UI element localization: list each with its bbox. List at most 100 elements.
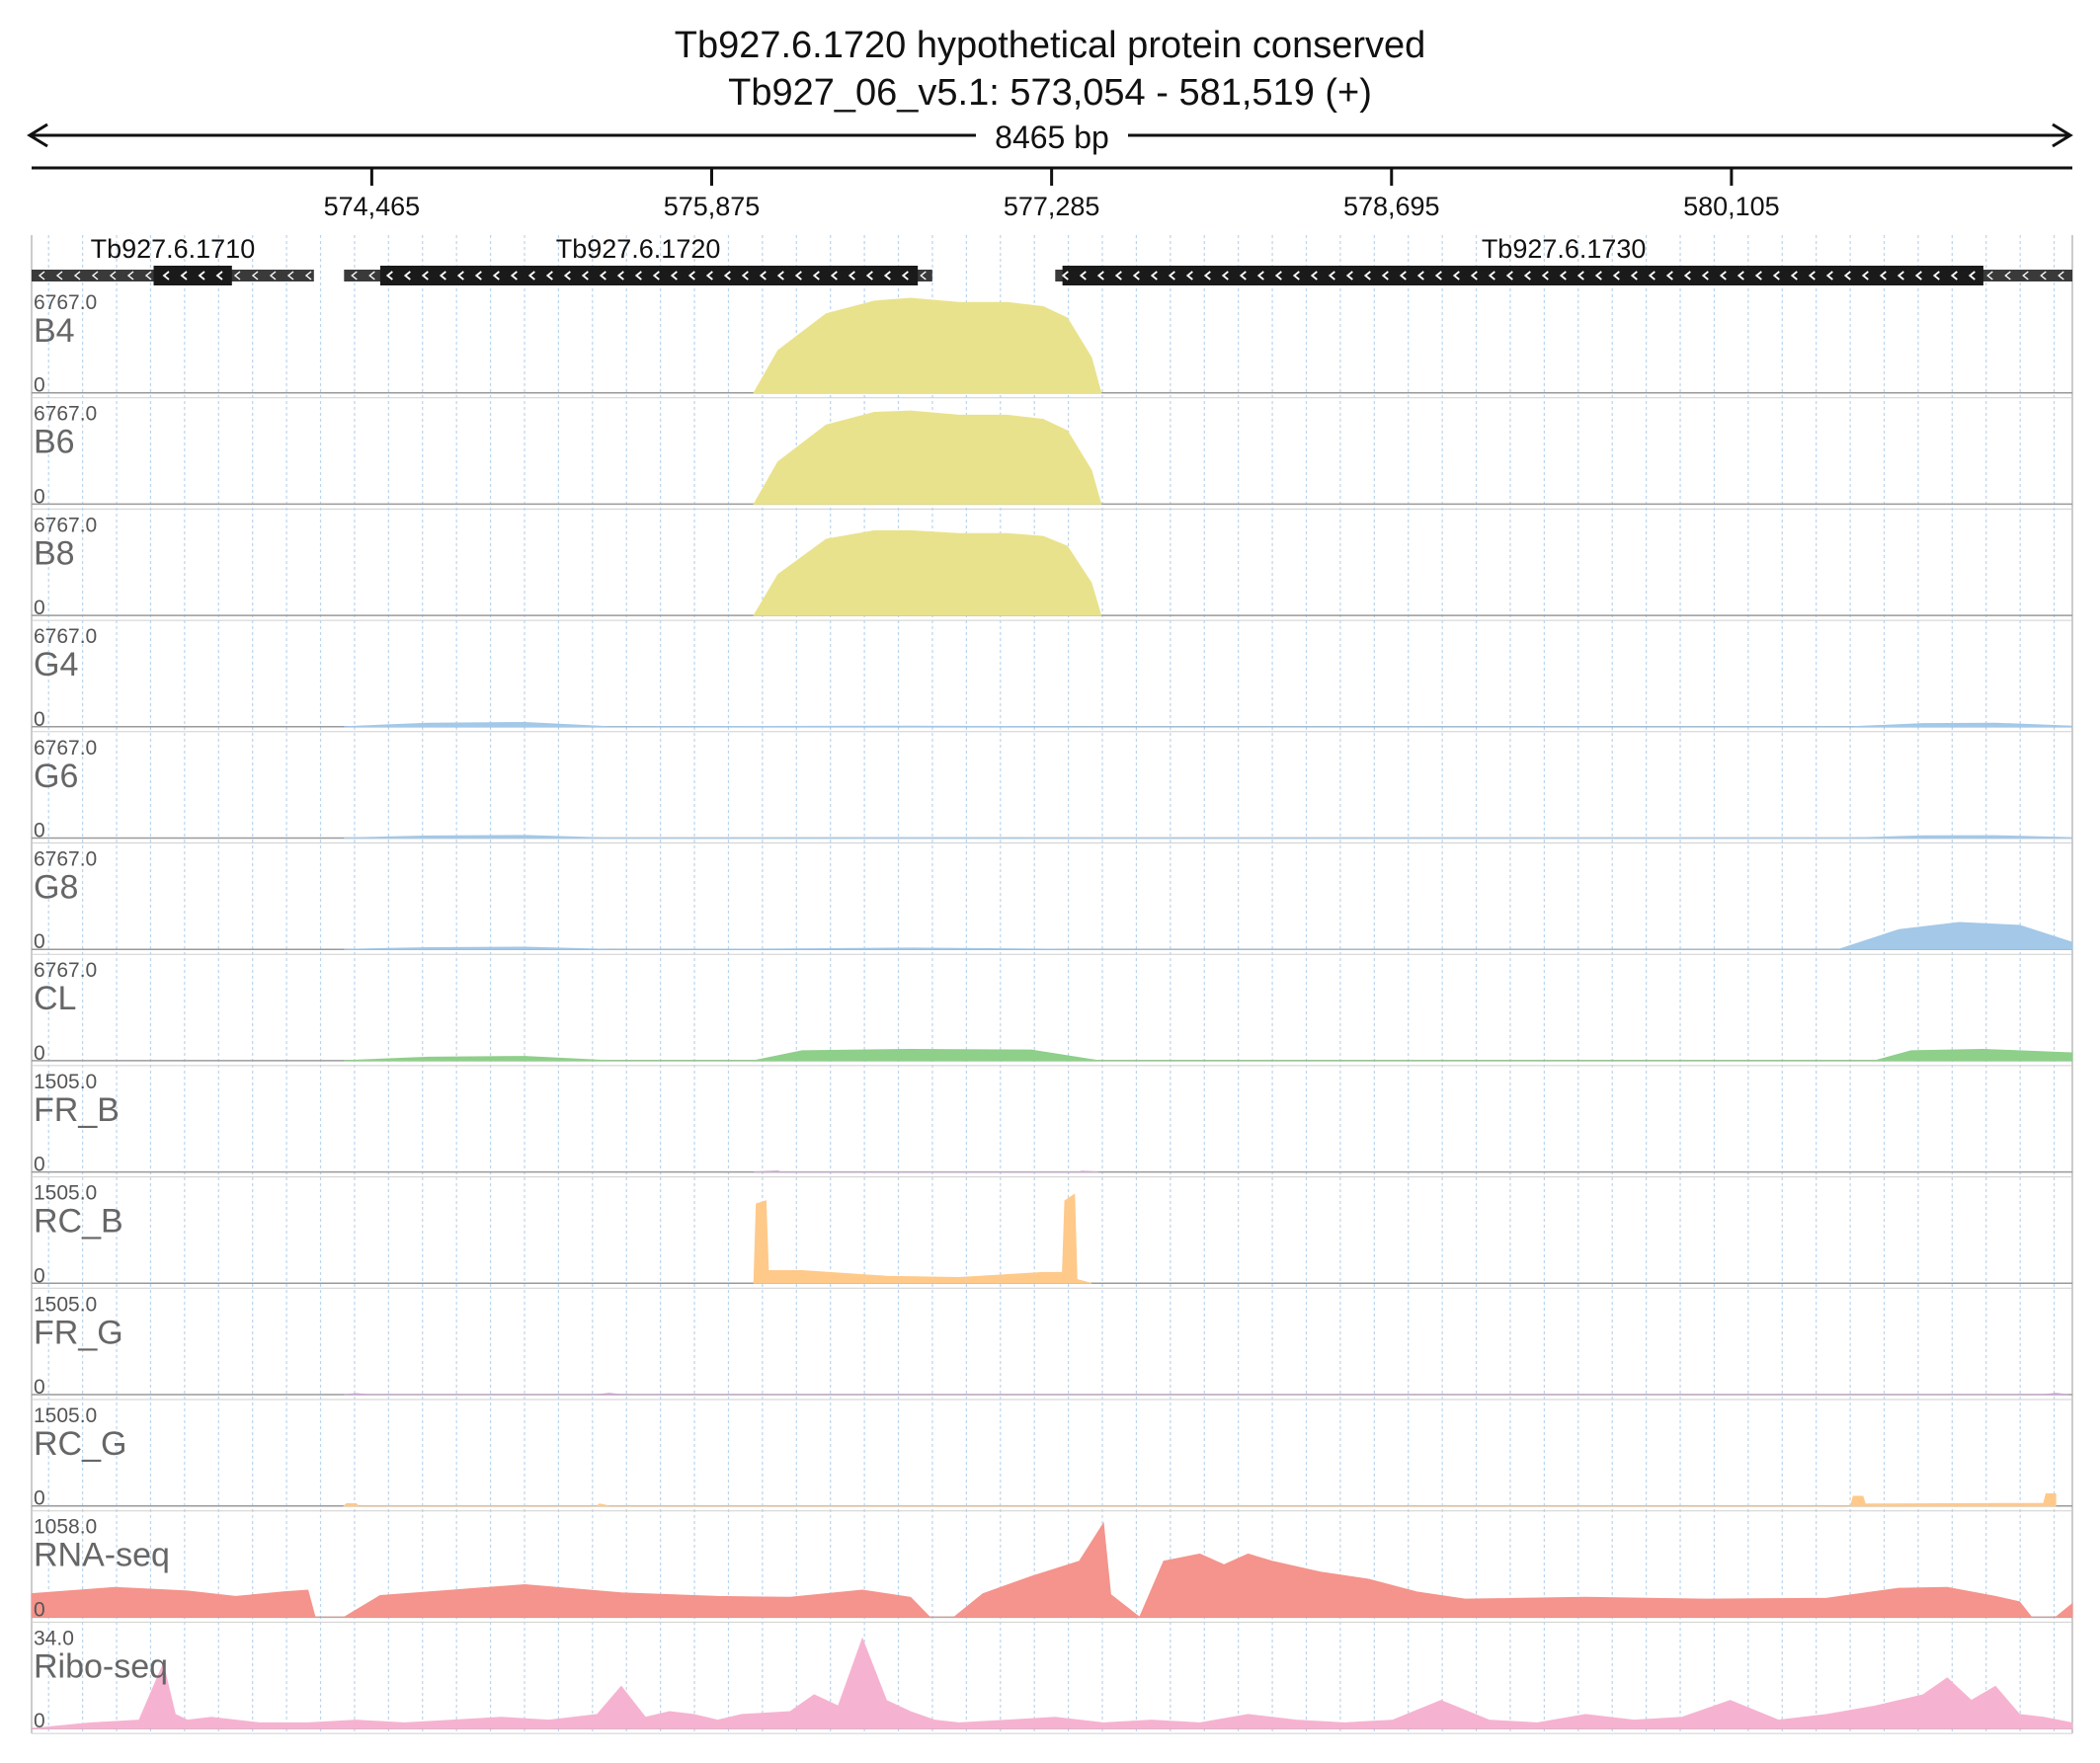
chevron — [527, 271, 535, 280]
track-min-label: 0 — [34, 1154, 45, 1176]
track-max-label: 1505.0 — [34, 1404, 97, 1427]
span-arrow-right — [2052, 122, 2073, 148]
chevron — [1274, 271, 1282, 280]
track-min-label: 0 — [34, 1598, 45, 1621]
chevron — [1203, 271, 1211, 280]
chevron — [812, 271, 820, 280]
track-max-label: 6767.0 — [34, 737, 97, 760]
coverage-area — [31, 1637, 2073, 1729]
chevron — [1772, 271, 1780, 280]
track-min-label: 0 — [34, 1376, 45, 1399]
chevron — [1079, 271, 1087, 280]
gene-Tb927.6.1720: Tb927.6.1720 — [344, 234, 932, 285]
chevron — [1861, 271, 1869, 280]
chevron — [1292, 271, 1300, 280]
chevron — [1950, 271, 1958, 280]
chevron — [581, 271, 589, 280]
ruler-ticks: 574,465 575,875 577,285 578,695 580,105 — [324, 168, 1780, 221]
track-name: G4 — [34, 646, 78, 683]
chevron — [1701, 271, 1709, 280]
track-B4: 6767.0B4 0 — [32, 291, 2072, 399]
track-B8: 6767.0B8 0 — [32, 514, 2072, 621]
chevron — [144, 271, 152, 280]
gridlines — [31, 235, 2073, 1733]
ruler: 574,465 575,875 577,285 578,695 580,105 — [32, 166, 2072, 221]
track-max-label: 34.0 — [34, 1627, 74, 1649]
chevron — [741, 271, 749, 280]
chevron — [403, 271, 411, 280]
chevron — [1239, 271, 1247, 280]
ruler-tick-label: 577,285 — [1004, 192, 1100, 221]
track-G4: 6767.0G4 0 — [32, 625, 2073, 733]
chevron — [2058, 271, 2064, 280]
chevron — [109, 271, 117, 280]
chevron — [510, 271, 518, 280]
gene-label: Tb927.6.1710 — [91, 234, 256, 264]
track-FR_B: 1505.0FR_B 0 — [32, 1071, 2072, 1178]
chevron — [286, 271, 294, 280]
gene-label: Tb927.6.1730 — [1482, 234, 1647, 264]
chevron — [474, 271, 482, 280]
track-max-label: 6767.0 — [34, 625, 97, 648]
coverage-area — [753, 1193, 1092, 1284]
chevron — [794, 271, 802, 280]
chevron — [269, 271, 277, 280]
track-max-label: 1505.0 — [34, 1293, 97, 1316]
chevron — [1470, 271, 1478, 280]
chevron — [1416, 271, 1424, 280]
strand-chevrons — [351, 271, 927, 280]
chevron — [599, 271, 606, 280]
chevron — [723, 271, 731, 280]
chevron — [848, 271, 855, 280]
track-name: Ribo-seq — [34, 1647, 168, 1685]
chevron — [1594, 271, 1602, 280]
gene-cds-bar — [153, 266, 232, 285]
track-name: B8 — [34, 534, 75, 572]
chevron — [1523, 271, 1531, 280]
chevron — [705, 271, 713, 280]
chevron — [198, 271, 205, 280]
chevron — [1185, 271, 1193, 280]
track-max-label: 1058.0 — [34, 1516, 97, 1539]
track-min-label: 0 — [34, 1487, 45, 1510]
chevron — [1452, 271, 1460, 280]
track-min-label: 0 — [34, 1042, 45, 1065]
chevron — [1381, 271, 1389, 280]
chevron — [1719, 271, 1727, 280]
track-max-label: 6767.0 — [34, 514, 97, 536]
track-name: FR_G — [34, 1314, 123, 1351]
chevron — [1114, 271, 1122, 280]
coverage-area — [344, 722, 2073, 728]
chevron — [1132, 271, 1140, 280]
chevron — [901, 271, 909, 280]
coverage-area — [31, 1521, 2073, 1619]
track-name: G8 — [34, 869, 78, 907]
chevron — [55, 271, 63, 280]
chevron — [351, 271, 358, 280]
chevron — [1488, 271, 1495, 280]
chevron — [1808, 271, 1816, 280]
chevron — [1310, 271, 1318, 280]
chevron — [776, 271, 784, 280]
track-name: B6 — [34, 424, 75, 461]
chevron — [91, 271, 99, 280]
chevron — [1968, 271, 1976, 280]
chevron — [1897, 271, 1904, 280]
coverage-area — [753, 297, 1102, 394]
chevron — [215, 271, 223, 280]
ruler-tick-label: 580,105 — [1683, 192, 1780, 221]
track-name: RC_G — [34, 1425, 126, 1463]
track-max-label: 6767.0 — [34, 403, 97, 426]
coverage-area — [343, 1492, 2057, 1507]
chevron — [162, 271, 170, 280]
chevron — [687, 271, 695, 280]
coverage-area — [344, 835, 2073, 840]
ruler-tick-label: 574,465 — [324, 192, 421, 221]
chevron — [1061, 271, 1069, 280]
track-name: CL — [34, 980, 76, 1017]
chevron — [456, 271, 464, 280]
chevron — [1914, 271, 1922, 280]
track-max-label: 6767.0 — [34, 291, 97, 314]
